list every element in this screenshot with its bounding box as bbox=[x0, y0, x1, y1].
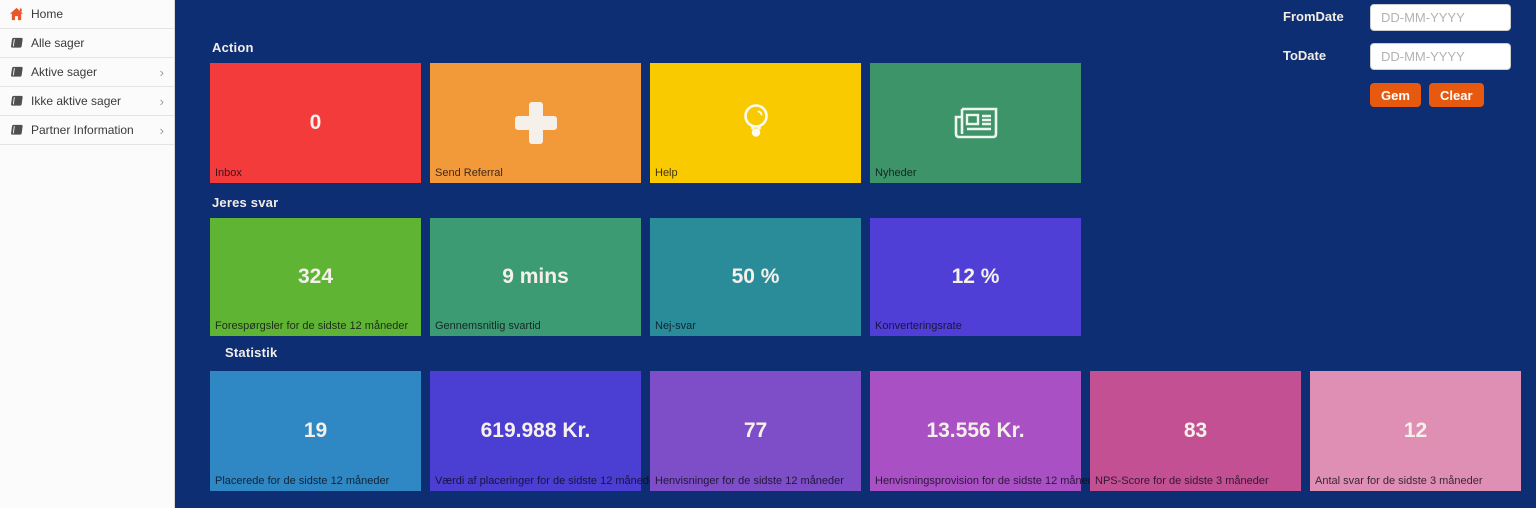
section-title-action: Action bbox=[212, 40, 254, 55]
home-icon bbox=[8, 7, 24, 21]
tile-value: 619.988 Kr. bbox=[480, 419, 591, 442]
sidebar-item-label: Aktive sager bbox=[31, 65, 98, 79]
clear-button[interactable]: Clear bbox=[1429, 83, 1484, 107]
chevron-right-icon: › bbox=[159, 122, 164, 138]
tile-label: Placerede for de sidste 12 måneder bbox=[215, 475, 390, 487]
tile-help[interactable]: Help bbox=[650, 63, 861, 183]
tile-nps-score[interactable]: 83 NPS-Score for de sidste 3 måneder bbox=[1090, 371, 1301, 491]
tile-value: 50 % bbox=[731, 265, 780, 288]
tile-label: Nej-svar bbox=[655, 320, 696, 332]
sidebar-item-label: Partner Information bbox=[31, 123, 134, 137]
tile-value: 19 bbox=[303, 419, 328, 442]
tile-label: Nyheder bbox=[875, 167, 917, 179]
tile-label: Forespørgsler for de sidste 12 måneder bbox=[215, 320, 409, 332]
newspaper-icon bbox=[953, 105, 999, 141]
tile-konverteringsrate[interactable]: 12 % Konverteringsrate bbox=[870, 218, 1081, 336]
sidebar: Home Alle sager Aktive sager › Ikke akti… bbox=[0, 0, 175, 508]
tile-label: Inbox bbox=[215, 167, 242, 179]
tile-label: Help bbox=[655, 167, 678, 179]
statistik-tile-row: 19 Placerede for de sidste 12 måneder 61… bbox=[210, 371, 1521, 491]
tile-gennemsnitlig-svartid[interactable]: 9 mins Gennemsnitlig svartid bbox=[430, 218, 641, 336]
sidebar-item-label: Ikke aktive sager bbox=[31, 94, 122, 108]
tile-vaerdi-af-placeringer[interactable]: 619.988 Kr. Værdi af placeringer for de … bbox=[430, 371, 659, 491]
action-tile-row: 0 Inbox Send Referral Help bbox=[210, 63, 1081, 183]
tile-label: Antal svar for de sidste 3 måneder bbox=[1315, 475, 1483, 487]
tile-antal-svar[interactable]: 12 Antal svar for de sidste 3 måneder bbox=[1310, 371, 1521, 491]
tile-value: 77 bbox=[743, 419, 768, 442]
lightbulb-icon bbox=[739, 102, 773, 144]
save-button[interactable]: Gem bbox=[1370, 83, 1421, 107]
tile-send-referral[interactable]: Send Referral bbox=[430, 63, 641, 183]
book-icon bbox=[8, 123, 24, 137]
tile-label: Gennemsnitlig svartid bbox=[435, 320, 541, 332]
section-title-statistik: Statistik bbox=[225, 345, 278, 360]
tile-label: Konverteringsrate bbox=[875, 320, 962, 332]
sidebar-item-home[interactable]: Home bbox=[0, 0, 174, 29]
chevron-right-icon: › bbox=[159, 93, 164, 109]
tile-value: 12 bbox=[1403, 419, 1428, 442]
tile-label: NPS-Score for de sidste 3 måneder bbox=[1095, 475, 1269, 487]
sidebar-item-partner-information[interactable]: Partner Information › bbox=[0, 116, 174, 145]
tile-value: 0 bbox=[309, 111, 322, 134]
to-date-input[interactable] bbox=[1370, 43, 1511, 70]
tile-value: 13.556 Kr. bbox=[926, 419, 1025, 442]
tile-forespoergsler[interactable]: 324 Forespørgsler for de sidste 12 måned… bbox=[210, 218, 421, 336]
tile-value: 9 mins bbox=[502, 265, 569, 288]
tile-value: 12 % bbox=[951, 265, 1000, 288]
to-date-label: ToDate bbox=[1283, 48, 1327, 63]
tile-henvisningsprovision[interactable]: 13.556 Kr. Henvisningsprovision for de s… bbox=[870, 371, 1104, 491]
tile-nyheder[interactable]: Nyheder bbox=[870, 63, 1081, 183]
tile-label: Send Referral bbox=[435, 167, 503, 179]
section-title-jeres-svar: Jeres svar bbox=[212, 195, 279, 210]
sidebar-item-label: Alle sager bbox=[31, 36, 85, 50]
from-date-input[interactable] bbox=[1370, 4, 1511, 31]
dashboard-main: FromDate ToDate Gem Clear Action 0 Inbox… bbox=[175, 0, 1536, 508]
tile-label: Henvisninger for de sidste 12 måneder bbox=[655, 475, 844, 487]
tile-placerede[interactable]: 19 Placerede for de sidste 12 måneder bbox=[210, 371, 421, 491]
tile-value: 83 bbox=[1183, 419, 1208, 442]
tile-henvisninger[interactable]: 77 Henvisninger for de sidste 12 måneder bbox=[650, 371, 861, 491]
book-icon bbox=[8, 65, 24, 79]
sidebar-item-ikke-aktive-sager[interactable]: Ikke aktive sager › bbox=[0, 87, 174, 116]
sidebar-item-label: Home bbox=[31, 7, 64, 21]
from-date-label: FromDate bbox=[1283, 9, 1344, 24]
jeres-svar-tile-row: 324 Forespørgsler for de sidste 12 måned… bbox=[210, 218, 1081, 336]
sidebar-item-aktive-sager[interactable]: Aktive sager › bbox=[0, 58, 174, 87]
sidebar-item-alle-sager[interactable]: Alle sager bbox=[0, 29, 174, 58]
tile-label: Værdi af placeringer for de sidste 12 må… bbox=[435, 475, 659, 487]
tile-value: 324 bbox=[297, 265, 334, 288]
book-icon bbox=[8, 36, 24, 50]
book-icon bbox=[8, 94, 24, 108]
plus-icon bbox=[513, 100, 559, 146]
tile-label: Henvisningsprovision for de sidste 12 må… bbox=[875, 475, 1104, 487]
tile-inbox[interactable]: 0 Inbox bbox=[210, 63, 421, 183]
tile-nej-svar[interactable]: 50 % Nej-svar bbox=[650, 218, 861, 336]
chevron-right-icon: › bbox=[159, 64, 164, 80]
